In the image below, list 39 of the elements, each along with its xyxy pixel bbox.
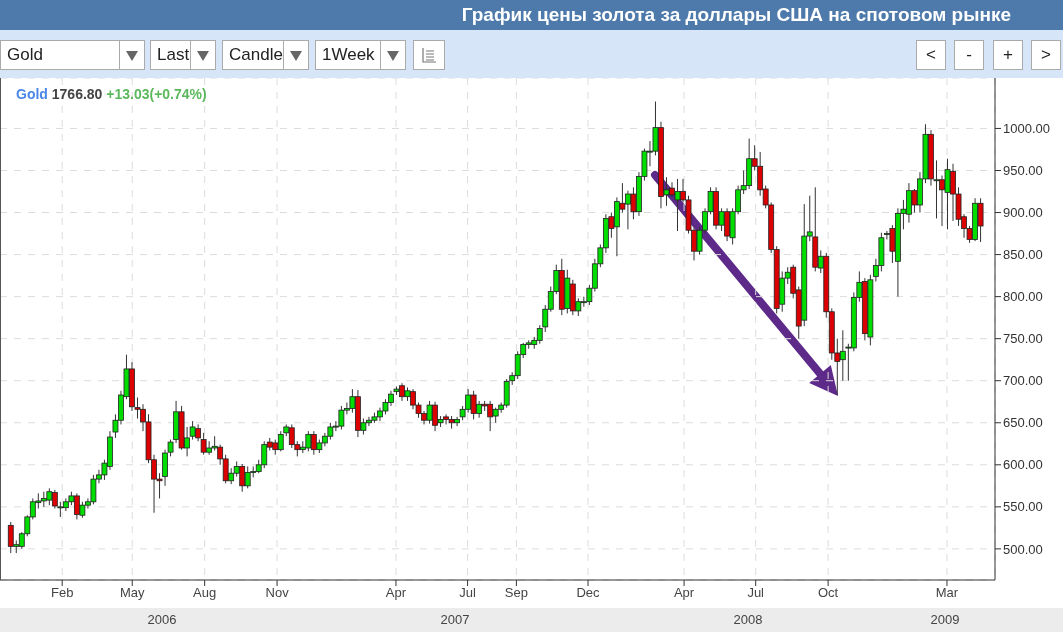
text: 2006 bbox=[146, 612, 178, 627]
text: Gold bbox=[6, 45, 44, 65]
text: + bbox=[993, 40, 1023, 70]
x-tick-label: Jul bbox=[459, 585, 476, 601]
text: 1Week bbox=[321, 45, 376, 65]
y-tick-label: 750.00 bbox=[1003, 331, 1043, 347]
y-tick-label: 500.00 bbox=[1003, 541, 1043, 557]
x-tick-label: May bbox=[119, 585, 146, 601]
x-tick-label: Aug bbox=[193, 585, 217, 601]
y-tick-label: 950.00 bbox=[1003, 163, 1043, 179]
y-tick-label: 800.00 bbox=[1003, 289, 1043, 305]
text: Candle bbox=[228, 45, 283, 65]
y-tick-label: 1000.00 bbox=[1003, 121, 1050, 137]
y-tick-label: 650.00 bbox=[1003, 415, 1043, 431]
y-tick-label: 550.00 bbox=[1003, 499, 1043, 515]
chart-title: График цены золота за доллары США на спотовом рынке bbox=[0, 0, 1063, 30]
annotation: +13.03(+0.74%) bbox=[106, 86, 207, 102]
text: < bbox=[916, 40, 946, 70]
text: > bbox=[1031, 40, 1061, 70]
annotation: 1766.80 bbox=[51, 86, 103, 102]
x-tick-label: Nov bbox=[265, 585, 290, 601]
y-tick-label: 700.00 bbox=[1003, 373, 1043, 389]
text: 2008 bbox=[732, 612, 764, 627]
text: Last bbox=[156, 45, 190, 65]
x-tick-label: Mar bbox=[935, 585, 959, 601]
x-tick-label: Apr bbox=[673, 585, 695, 601]
y-tick-label: 900.00 bbox=[1003, 205, 1043, 221]
x-tick-label: Jul bbox=[747, 585, 765, 601]
text: 2009 bbox=[929, 612, 961, 627]
y-tick-label: 600.00 bbox=[1003, 457, 1043, 473]
text: 2007 bbox=[439, 612, 471, 627]
x-tick-label: Sep bbox=[504, 585, 528, 601]
text: - bbox=[954, 40, 984, 70]
x-tick-label: Oct bbox=[818, 585, 839, 601]
x-tick-label: Feb bbox=[50, 585, 74, 601]
x-tick-label: Apr bbox=[385, 585, 407, 601]
annotation: Gold bbox=[16, 86, 48, 102]
x-tick-label: Dec bbox=[576, 585, 601, 601]
y-tick-label: 850.00 bbox=[1003, 247, 1043, 263]
